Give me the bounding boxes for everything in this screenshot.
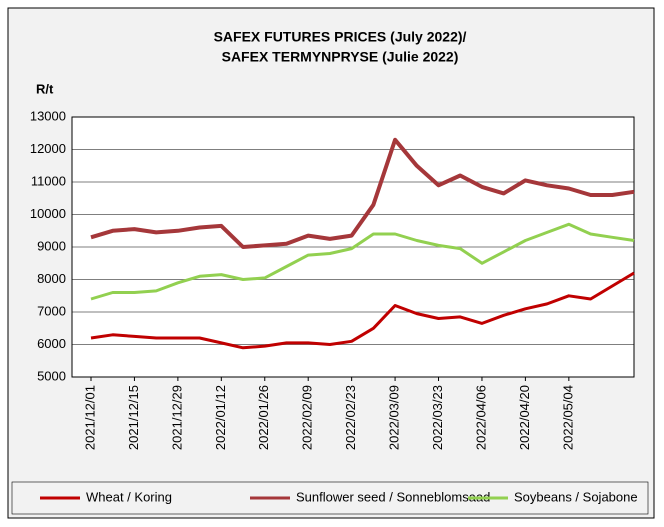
y-axis-title: R/t — [36, 81, 54, 96]
x-tick-label: 2022/04/20 — [517, 385, 532, 450]
y-tick-label: 12000 — [30, 141, 66, 156]
chart-title: SAFEX FUTURES PRICES (July 2022)/ — [214, 29, 467, 45]
x-tick-label: 2022/03/09 — [387, 385, 402, 450]
y-tick-label: 8000 — [37, 271, 66, 286]
y-tick-label: 9000 — [37, 238, 66, 253]
line-series — [90, 222, 635, 301]
x-tick-label: 2021/12/29 — [169, 385, 184, 450]
x-tick-label: 2022/01/26 — [256, 385, 271, 450]
x-tick-label: 2022/02/23 — [343, 385, 358, 450]
x-tick-label: 2022/01/12 — [213, 385, 228, 450]
y-tick-label: 7000 — [37, 303, 66, 318]
y-tick-label: 11000 — [31, 173, 66, 188]
x-tick-label: 2021/12/15 — [126, 385, 141, 450]
y-tick-label: 13000 — [30, 108, 66, 123]
x-tick-label: 2022/02/09 — [300, 385, 315, 450]
line-series — [90, 271, 635, 350]
x-tick-label: 2022/05/04 — [560, 385, 575, 450]
legend — [11, 481, 649, 515]
legend-label: Sunflower seed / Sonneblomsaad — [296, 489, 490, 504]
y-tick-label: 10000 — [30, 206, 66, 221]
y-tick-label: 6000 — [37, 336, 66, 351]
y-tick-label: 5000 — [37, 368, 66, 383]
line-series — [90, 137, 635, 249]
x-tick-label: 2022/03/23 — [430, 385, 445, 450]
x-tick-label: 2021/12/01 — [82, 385, 97, 450]
legend-label: Soybeans / Sojabone — [514, 489, 638, 504]
x-tick-label: 2022/04/06 — [473, 385, 488, 450]
legend-label: Wheat / Koring — [86, 489, 172, 504]
chart-title: SAFEX TERMYNPRYSE (Julie 2022) — [222, 49, 459, 65]
